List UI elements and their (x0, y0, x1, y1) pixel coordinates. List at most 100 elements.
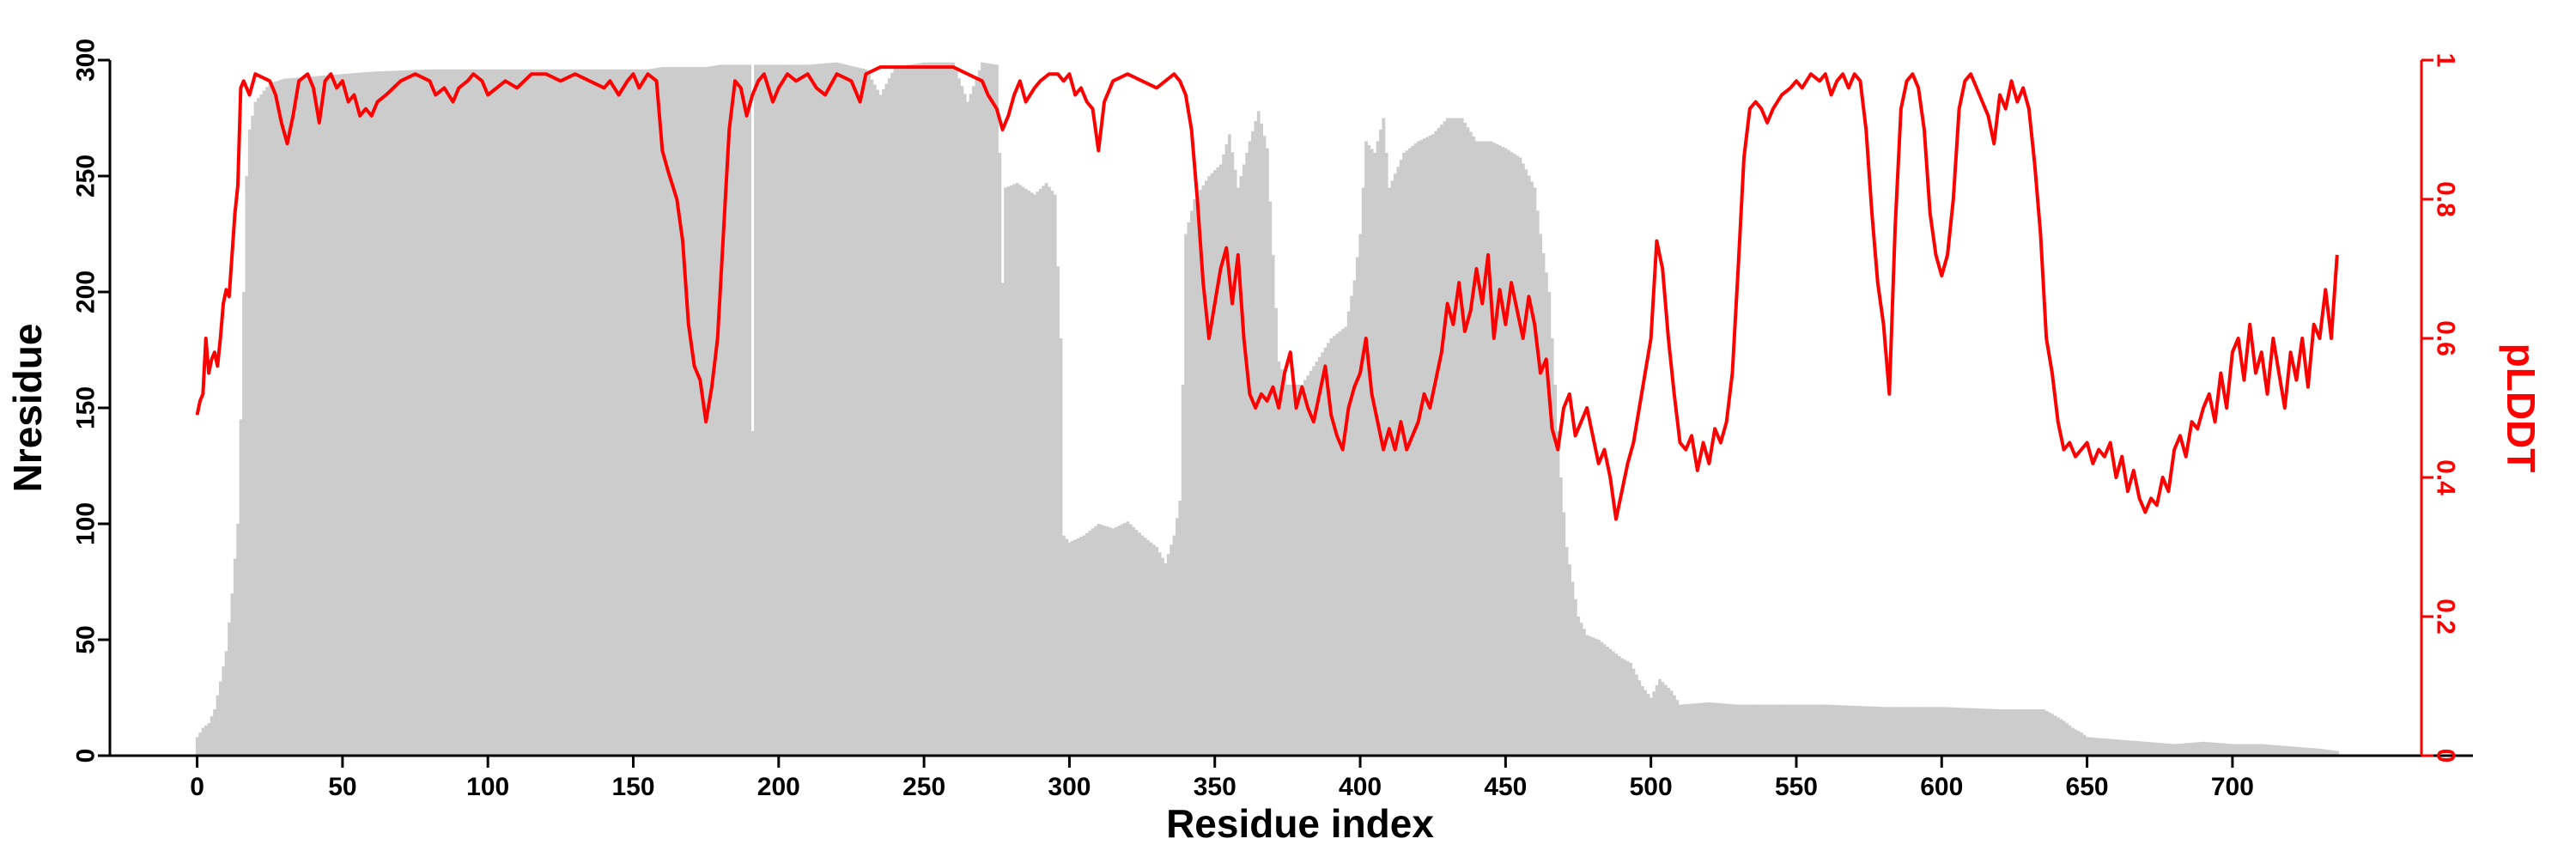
coverage-bar (2143, 741, 2148, 756)
coverage-bar (2047, 712, 2051, 756)
coverage-bar (1472, 137, 1476, 757)
coverage-bar (599, 69, 604, 757)
coverage-bar (754, 64, 757, 756)
coverage-bar (1820, 704, 1825, 756)
coverage-bar (1056, 266, 1060, 756)
coverage-bar (2294, 746, 2299, 756)
coverage-bar (1971, 708, 1976, 756)
coverage-bar (1335, 333, 1340, 756)
coverage-bar (765, 64, 769, 756)
coverage-bar (855, 67, 860, 757)
coverage-bar (440, 69, 444, 757)
coverage-bar (1545, 272, 1548, 756)
coverage-bar (343, 73, 348, 757)
coverage-bar (1966, 708, 1970, 756)
coverage-bar (916, 63, 920, 756)
coverage-bar (1218, 164, 1223, 756)
coverage-bar (1942, 707, 1947, 756)
coverage-bar (2015, 709, 2020, 756)
coverage-bar (1227, 134, 1231, 756)
coverage-bar (1245, 153, 1249, 756)
coverage-bar (690, 67, 694, 757)
coverage-bar (1797, 704, 1801, 756)
coverage-bar (2050, 714, 2055, 756)
coverage-bar (1361, 187, 1365, 756)
coverage-bar (2062, 720, 2066, 756)
coverage-bar (2260, 744, 2263, 756)
coverage-bar (870, 79, 874, 757)
coverage-bar (1844, 705, 1848, 756)
coverage-bar (620, 69, 624, 757)
coverage-bar (2178, 743, 2183, 756)
coverage-bar (1455, 118, 1458, 756)
coverage-bar (2239, 744, 2244, 756)
coverage-bar (1640, 686, 1644, 756)
coverage-bar (224, 651, 228, 756)
coverage-bar (2271, 744, 2275, 756)
coverage-bar (1303, 380, 1307, 756)
coverage-bar (2155, 742, 2159, 756)
coverage-bar (312, 76, 316, 756)
coverage-bar (2111, 738, 2116, 756)
coverage-bar (1829, 704, 1833, 756)
coverage-bar (750, 431, 755, 756)
coverage-bar (1419, 139, 1424, 756)
coverage-bar (960, 86, 964, 757)
coverage-bar (2103, 738, 2107, 756)
coverage-bar (1559, 477, 1563, 756)
coverage-bar (1753, 704, 1758, 756)
coverage-bar (1489, 141, 1493, 756)
coverage-bar (1315, 362, 1319, 756)
coverage-bar (2158, 743, 2162, 756)
coverage-bar (1923, 707, 1927, 756)
coverage-bar (410, 70, 415, 757)
coverage-bar (1428, 136, 1432, 756)
coverage-bar (1856, 706, 1860, 756)
coverage-bar (1271, 254, 1275, 756)
coverage-bar (1573, 599, 1577, 756)
coverage-bar (1835, 705, 1839, 756)
coverage-bar (2175, 744, 2179, 756)
coverage-bar (1553, 385, 1558, 756)
coverage-bar (2097, 738, 2101, 756)
coverage-bar (1696, 702, 1699, 756)
coverage-bar (1071, 540, 1074, 756)
coverage-bar (1535, 210, 1540, 756)
coverage-bar (425, 69, 429, 756)
coverage-bar (744, 64, 749, 756)
coverage-bar (335, 74, 339, 757)
coverage-bar (887, 78, 891, 756)
y-tick-label: 50 (72, 625, 100, 653)
coverage-bar (2332, 751, 2336, 756)
coverage-bar (939, 62, 944, 756)
coverage-bar (460, 69, 464, 757)
coverage-bar (1224, 144, 1229, 757)
coverage-bar (1847, 705, 1851, 756)
coverage-bar (2324, 749, 2328, 756)
coverage-bar (492, 69, 496, 757)
coverage-bar (835, 62, 839, 756)
coverage-bar (1556, 431, 1560, 756)
coverage-bar (826, 63, 830, 756)
coverage-bar (230, 593, 234, 756)
coverage-bar (893, 67, 897, 757)
coverage-bar (422, 70, 426, 756)
coverage-bar (393, 70, 397, 757)
coverage-bar (1678, 704, 1682, 756)
coverage-bar (1748, 704, 1752, 756)
coverage-bar (381, 70, 386, 756)
coverage-bar (762, 64, 766, 756)
coverage-bar (1163, 562, 1168, 756)
coverage-bar (1504, 148, 1508, 757)
coverage-bar (1675, 700, 1680, 756)
coverage-bar (1230, 152, 1235, 757)
coverage-bar (1905, 707, 1909, 756)
coverage-bar (1635, 674, 1638, 756)
coverage-bar (1876, 707, 1880, 756)
coverage-bar (1210, 173, 1214, 757)
coverage-bar (1076, 538, 1080, 756)
coverage-bar (872, 84, 877, 757)
coverage-bar (2132, 740, 2136, 756)
coverage-bar (1667, 688, 1671, 756)
coverage-bar (969, 94, 973, 757)
